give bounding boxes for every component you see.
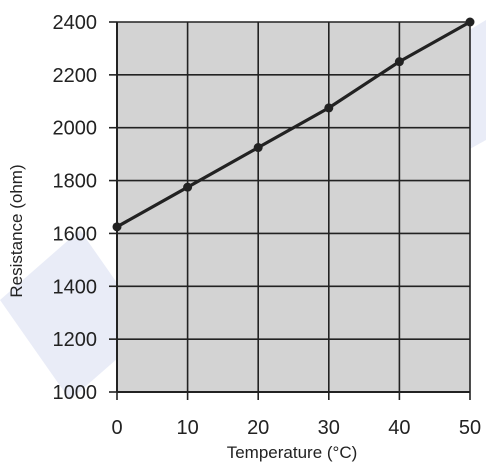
x-tick-label: 0 <box>111 417 122 439</box>
data-point <box>253 143 263 153</box>
data-point <box>183 182 193 192</box>
y-axis-title: Resistance (ohm) <box>7 164 26 297</box>
y-tick-label: 1200 <box>53 329 98 351</box>
plot-background <box>117 22 470 392</box>
y-tick-label: 2200 <box>53 65 98 87</box>
data-point <box>324 103 334 113</box>
x-tick-label: 50 <box>459 417 481 439</box>
data-point <box>394 57 404 67</box>
axes <box>109 21 471 400</box>
data-point <box>465 17 475 27</box>
plot-area <box>117 22 470 392</box>
x-tick-label: 30 <box>318 417 340 439</box>
series <box>112 17 475 232</box>
y-tick-label: 1800 <box>53 171 98 193</box>
y-tick-label: 2400 <box>53 12 98 34</box>
x-tick-label: 40 <box>388 417 410 439</box>
x-axis-title: Temperature (°C) <box>227 443 358 462</box>
x-tick-label: 20 <box>247 417 269 439</box>
y-tick-label: 1600 <box>53 223 98 245</box>
y-tick-label: 2000 <box>53 118 98 140</box>
x-tick-label: 10 <box>176 417 198 439</box>
series-line <box>116 20 471 229</box>
y-tick-label: 1000 <box>53 382 98 404</box>
y-tick-label: 1400 <box>53 276 98 298</box>
data-point <box>112 222 122 232</box>
x-tick-labels: 0 10 20 30 40 50 <box>111 417 481 439</box>
y-tick-labels: 1000 1200 1400 1600 1800 2000 2200 2400 <box>53 12 98 404</box>
